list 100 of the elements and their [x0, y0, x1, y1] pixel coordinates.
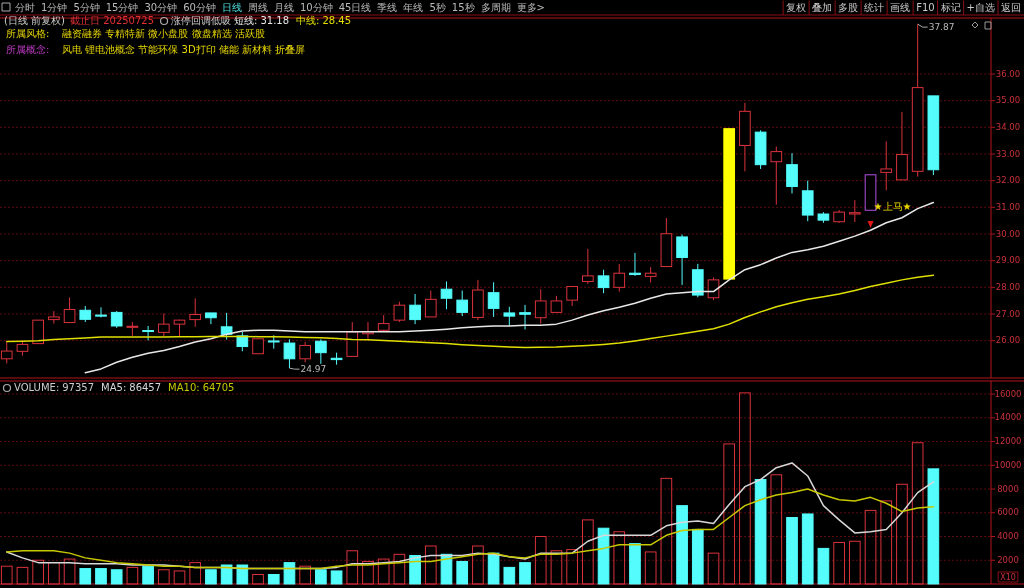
candlestick	[534, 288, 547, 325]
y-tick-label: 6000	[997, 507, 1019, 518]
bar	[880, 500, 893, 585]
candlestick	[582, 248, 594, 285]
text: 更多>	[516, 1, 545, 13]
text: F10	[916, 1, 935, 13]
bar	[220, 564, 233, 585]
annotation: 所属概念:	[6, 44, 50, 55]
bar	[629, 543, 641, 585]
annotation: 86457	[129, 382, 162, 393]
candlestick	[440, 280, 453, 310]
bar	[142, 565, 154, 585]
bar	[849, 540, 861, 585]
text: 复权	[786, 1, 807, 13]
candlestick	[95, 306, 107, 318]
candlestick	[63, 296, 76, 324]
bar	[299, 565, 311, 585]
bar	[550, 550, 563, 585]
bar	[801, 513, 814, 585]
candlestick	[220, 312, 233, 341]
candlestick	[48, 310, 60, 325]
candlestick	[205, 312, 217, 325]
text: 30分钟	[144, 1, 178, 13]
bar	[582, 519, 594, 585]
bar	[691, 528, 704, 585]
bar	[267, 574, 280, 585]
text: 标记	[939, 1, 961, 13]
text: 45日线	[338, 1, 372, 13]
text: 中线:	[296, 15, 320, 26]
bar	[911, 442, 924, 585]
y-tick-label: 14000	[994, 412, 1022, 423]
candlestick	[456, 290, 469, 317]
candlestick	[503, 306, 516, 327]
y-tick-label: 33.00	[995, 148, 1021, 159]
bar	[566, 549, 578, 585]
text: 多股	[838, 1, 859, 13]
candlestick	[142, 325, 154, 341]
y-tick-label: 26.00	[995, 335, 1021, 346]
candlestick	[283, 338, 296, 369]
candlestick	[487, 281, 500, 318]
candlestick	[566, 286, 578, 307]
text: 周线	[247, 1, 268, 13]
y-tick-label: 30.00	[995, 228, 1021, 239]
bar	[644, 551, 657, 585]
bar	[833, 541, 845, 585]
bar	[110, 569, 123, 585]
text: 返回	[1001, 1, 1021, 13]
annotation: 37.87	[928, 21, 955, 32]
bar	[252, 574, 264, 585]
annotation: 31.18	[260, 15, 290, 26]
y-tick-label: 2000	[997, 554, 1019, 565]
line-series	[84, 201, 935, 374]
candlestick	[0, 341, 13, 364]
bar	[362, 560, 374, 585]
candlestick	[597, 269, 610, 294]
bar	[236, 564, 249, 585]
bar	[534, 536, 547, 585]
y-tick-label: 34.00	[995, 121, 1021, 132]
candlestick	[157, 312, 170, 337]
candlestick	[519, 304, 531, 330]
candlestick	[299, 341, 311, 363]
candlestick	[315, 338, 327, 365]
bar	[377, 558, 390, 585]
text: 5分钟	[73, 1, 100, 13]
bar	[817, 547, 830, 585]
bar	[205, 569, 217, 585]
bar	[613, 531, 626, 585]
text: 多周期	[480, 1, 511, 13]
text: +自选	[966, 1, 995, 13]
candlestick	[236, 331, 249, 352]
bar	[503, 566, 516, 585]
bar	[16, 566, 29, 585]
bar	[393, 553, 406, 585]
legend-title: VOLUME:	[14, 382, 60, 393]
bar	[32, 559, 44, 585]
candlestick	[409, 293, 421, 325]
chart-title: (日线 前复权)	[4, 15, 66, 26]
bar	[173, 570, 186, 585]
bar	[927, 468, 940, 585]
text: 15秒	[451, 1, 475, 13]
y-tick-label: 10000	[994, 459, 1022, 470]
bar	[330, 570, 343, 585]
candlestick	[849, 199, 861, 223]
candlestick	[629, 252, 641, 277]
candlestick	[393, 301, 406, 323]
text: MA5:	[101, 382, 127, 393]
text: 画线	[890, 1, 911, 13]
candlestick	[189, 297, 202, 328]
bar	[95, 568, 107, 585]
annotation: 风电 锂电池概念 节能环保 3D打印 储能 新材料 折叠屏	[62, 44, 306, 55]
candlestick	[880, 140, 893, 191]
candlestick	[613, 263, 626, 293]
y-tick-label: 28.00	[995, 281, 1021, 292]
bar	[157, 569, 170, 585]
y-tick-label: 8000	[997, 483, 1019, 494]
legend-title: 涨停回调低吸	[171, 15, 232, 26]
text: 分时	[15, 1, 35, 13]
y-tick-label: 35.00	[995, 95, 1021, 106]
text: 10分钟	[299, 1, 333, 13]
annotation: 97357	[62, 382, 95, 393]
